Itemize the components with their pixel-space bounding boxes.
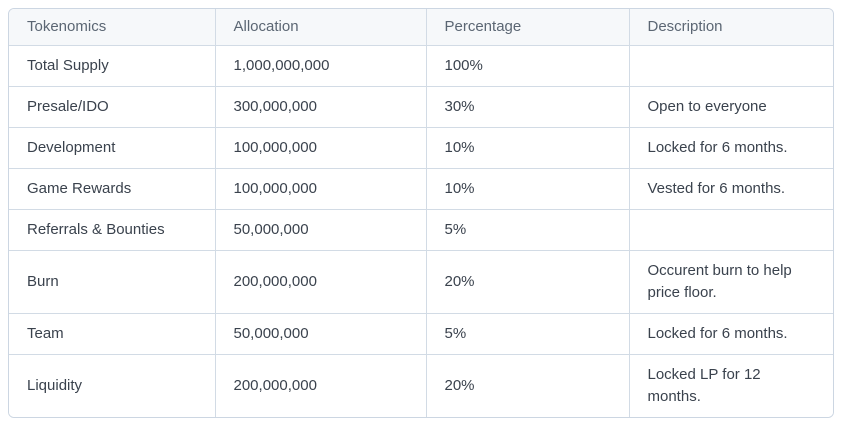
column-header-percentage: Percentage — [426, 9, 630, 46]
cell-tokenomics: Team — [9, 313, 216, 355]
cell-tokenomics: Total Supply — [9, 45, 216, 87]
cell-tokenomics: Presale/IDO — [9, 86, 216, 128]
cell-description — [629, 45, 833, 87]
cell-percentage: 30% — [426, 86, 630, 128]
table-row-liquidity: Liquidity 200,000,000 20% Locked LP for … — [9, 354, 833, 417]
table-row-team: Team 50,000,000 5% Locked for 6 months. — [9, 313, 833, 355]
cell-description: Occurent burn to help price floor. — [629, 250, 833, 314]
cell-allocation: 200,000,000 — [215, 354, 427, 417]
cell-description: Locked for 6 months. — [629, 313, 833, 355]
column-header-description: Description — [629, 9, 833, 46]
cell-tokenomics: Game Rewards — [9, 168, 216, 210]
table-row-development: Development 100,000,000 10% Locked for 6… — [9, 127, 833, 169]
table-row-total-supply: Total Supply 1,000,000,000 100% — [9, 45, 833, 87]
cell-allocation: 300,000,000 — [215, 86, 427, 128]
tokenomics-table: Tokenomics Allocation Percentage Descrip… — [9, 9, 833, 417]
cell-allocation: 100,000,000 — [215, 168, 427, 210]
cell-allocation: 200,000,000 — [215, 250, 427, 314]
cell-allocation: 1,000,000,000 — [215, 45, 427, 87]
cell-percentage: 10% — [426, 127, 630, 169]
table-row-burn: Burn 200,000,000 20% Occurent burn to he… — [9, 250, 833, 314]
cell-percentage: 5% — [426, 209, 630, 251]
column-header-allocation: Allocation — [215, 9, 427, 46]
cell-tokenomics: Referrals & Bounties — [9, 209, 216, 251]
tokenomics-table-container: Tokenomics Allocation Percentage Descrip… — [8, 8, 834, 418]
cell-tokenomics: Development — [9, 127, 216, 169]
cell-percentage: 20% — [426, 250, 630, 314]
cell-tokenomics: Burn — [9, 250, 216, 314]
cell-allocation: 50,000,000 — [215, 209, 427, 251]
cell-allocation: 100,000,000 — [215, 127, 427, 169]
cell-description: Locked for 6 months. — [629, 127, 833, 169]
cell-description — [629, 209, 833, 251]
table-row-referrals-bounties: Referrals & Bounties 50,000,000 5% — [9, 209, 833, 251]
cell-description: Locked LP for 12 months. — [629, 354, 833, 417]
cell-percentage: 10% — [426, 168, 630, 210]
cell-description: Vested for 6 months. — [629, 168, 833, 210]
table-row-presale-ido: Presale/IDO 300,000,000 30% Open to ever… — [9, 86, 833, 128]
cell-percentage: 100% — [426, 45, 630, 87]
cell-allocation: 50,000,000 — [215, 313, 427, 355]
header-row: Tokenomics Allocation Percentage Descrip… — [9, 9, 833, 46]
cell-description: Open to everyone — [629, 86, 833, 128]
table-row-game-rewards: Game Rewards 100,000,000 10% Vested for … — [9, 168, 833, 210]
cell-percentage: 5% — [426, 313, 630, 355]
cell-percentage: 20% — [426, 354, 630, 417]
cell-tokenomics: Liquidity — [9, 354, 216, 417]
column-header-tokenomics: Tokenomics — [9, 9, 216, 46]
